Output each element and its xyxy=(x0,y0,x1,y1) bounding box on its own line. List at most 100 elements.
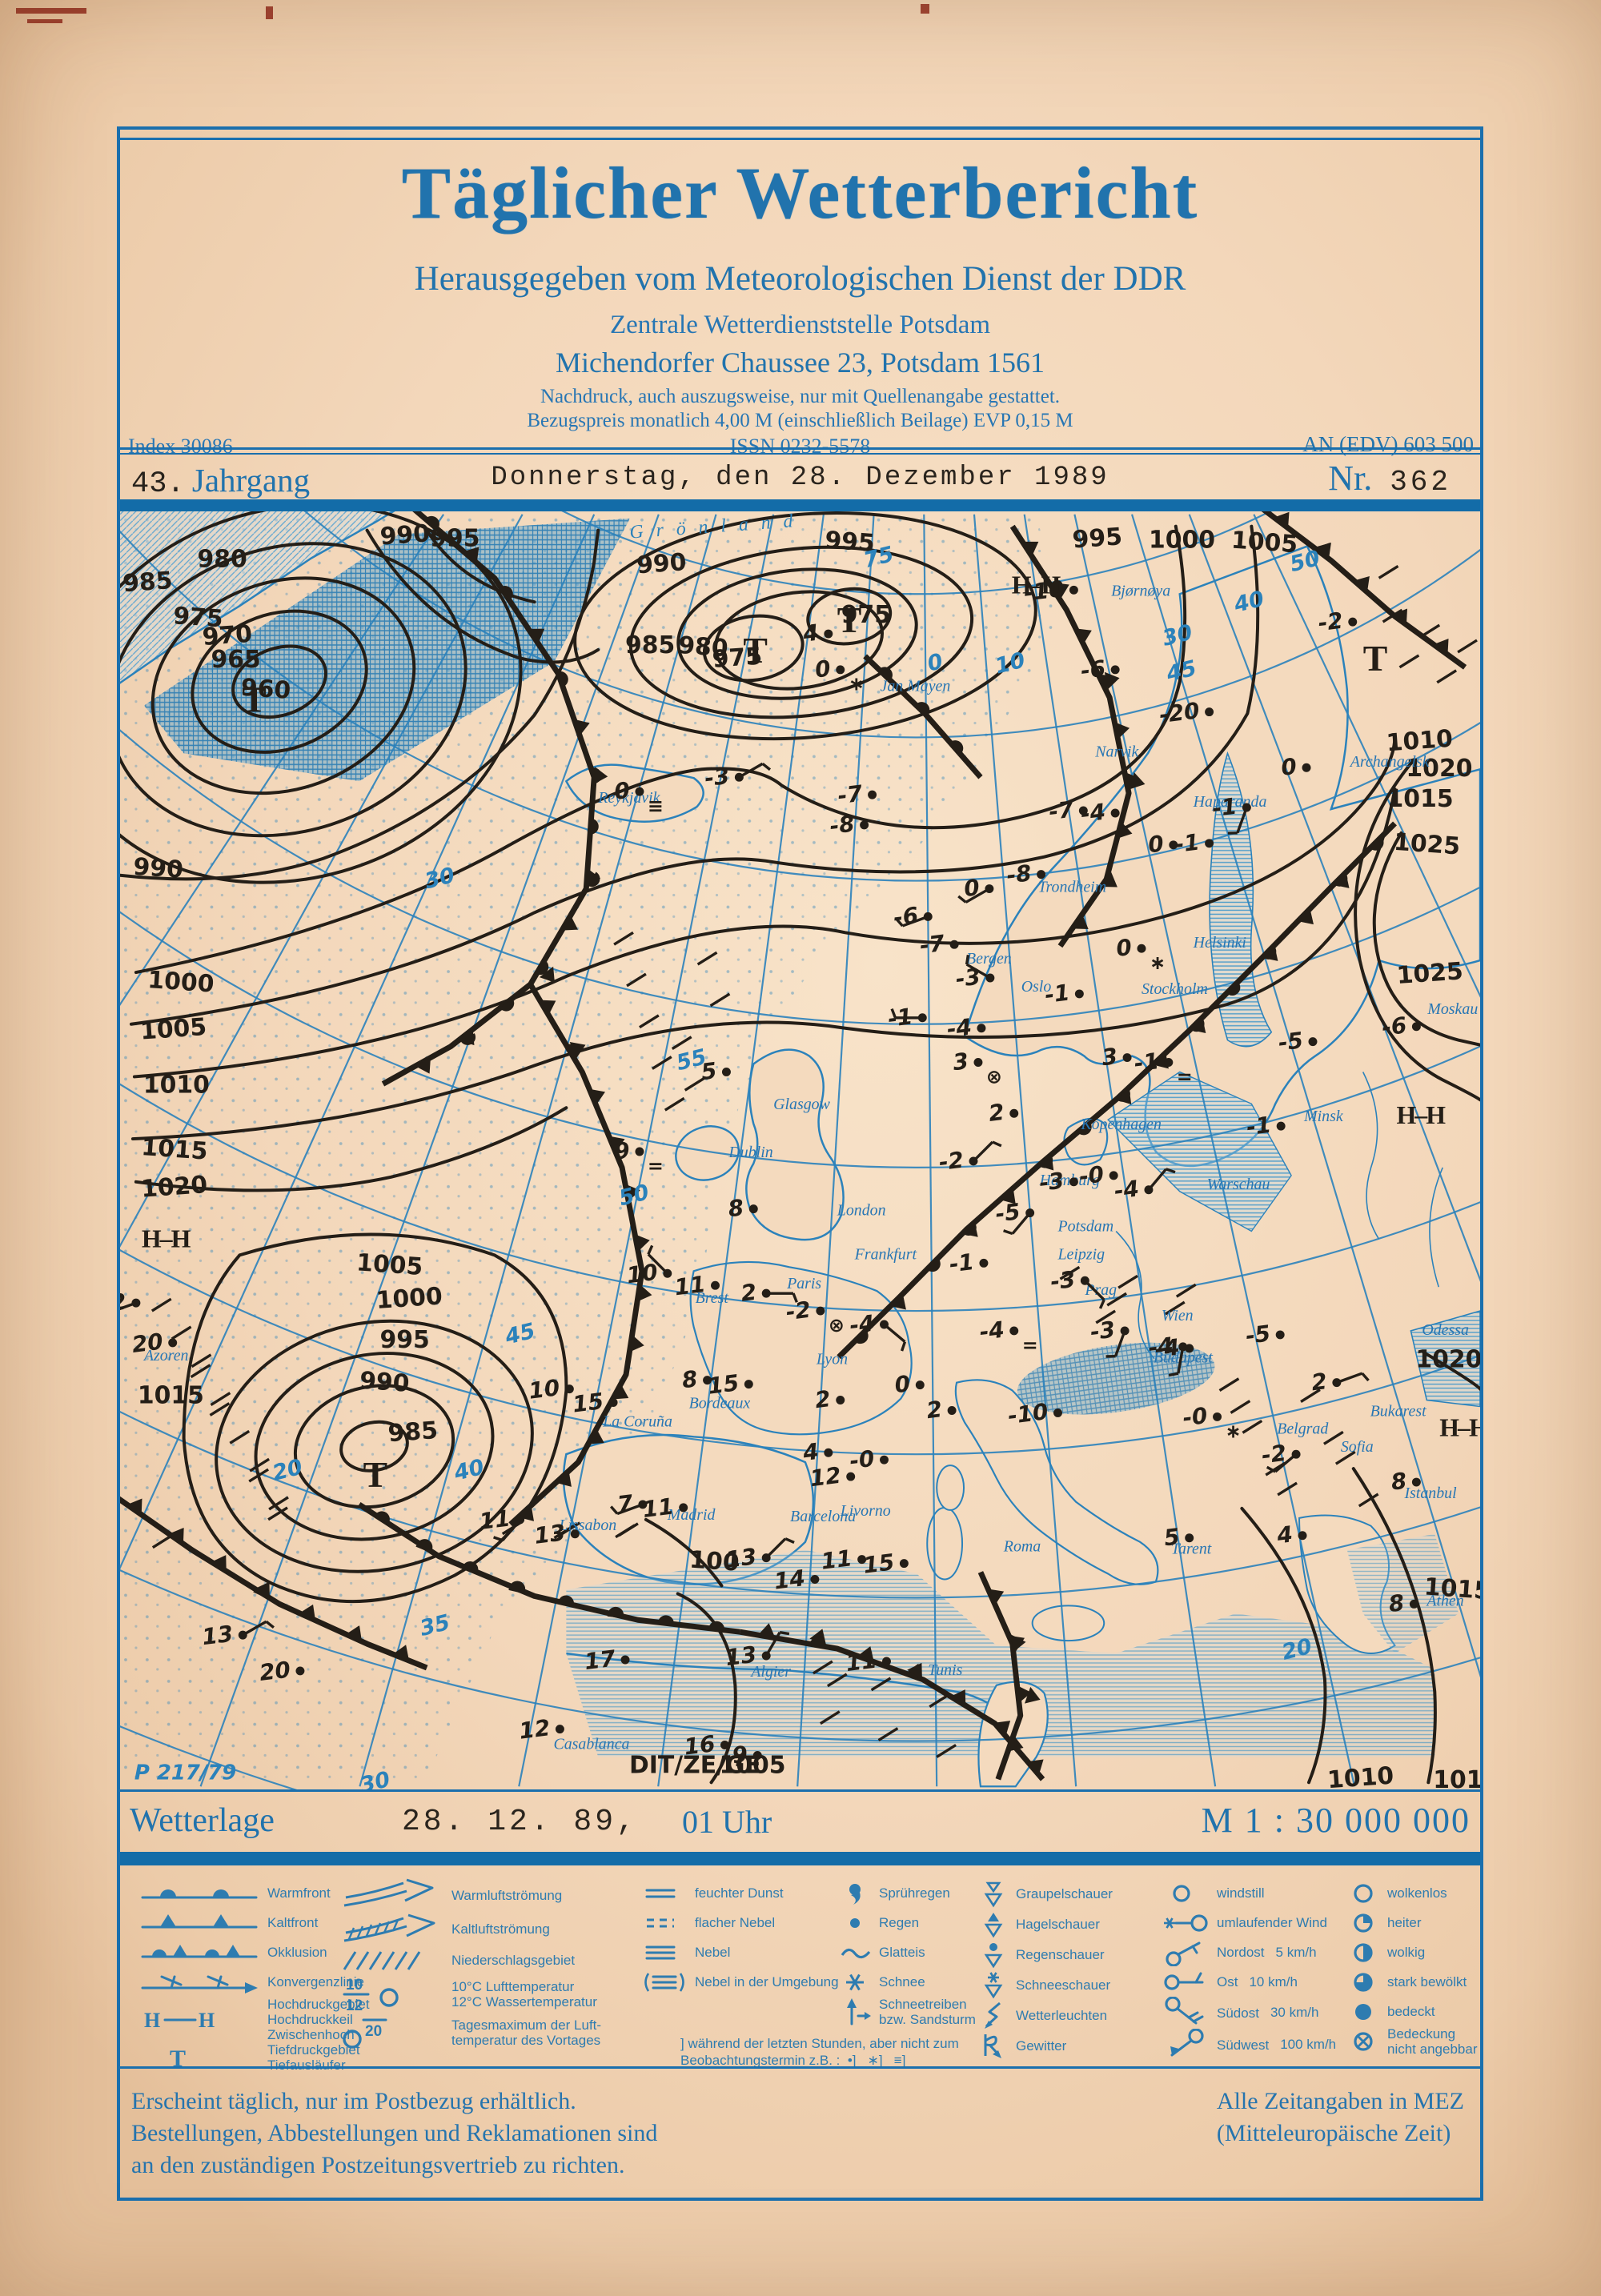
legend-value: 100 km/h xyxy=(1280,2037,1337,2052)
city-label: Bordeaux xyxy=(689,1394,751,1412)
nr-value: 362 xyxy=(1390,466,1451,499)
weather-station: 8 xyxy=(680,1365,712,1393)
city-label: Stockholm xyxy=(1142,980,1208,998)
high-pressure-ridge: H–H xyxy=(1396,1101,1446,1129)
legend-column: Warmfront Kaltfront Okklusion Konvergenzlin… xyxy=(139,1878,370,2073)
legend-item: Niederschlagsgebiet xyxy=(339,1945,601,1975)
weather-station: 2 xyxy=(987,1099,1019,1127)
city-label: Jan Mayen xyxy=(881,678,951,695)
station-temperature: -1 xyxy=(1210,793,1238,823)
isobar-label: 990 xyxy=(132,853,184,884)
legend-value: 30 km/h xyxy=(1270,2005,1319,2020)
weather-station: 15 xyxy=(862,1549,909,1579)
station-temperature: -6 xyxy=(1380,1012,1408,1041)
legend-item: Nebel in der Umgebung xyxy=(639,1967,839,1997)
isobar-label: 1020 xyxy=(140,1171,208,1204)
footer-line: an den zuständigen Postzeitungsvertrieb … xyxy=(131,2152,625,2178)
weather-station: 8 xyxy=(727,1194,758,1222)
legend-item: stark bewölkt xyxy=(1346,1967,1477,1997)
weather-station: 12 xyxy=(809,1462,856,1492)
city-label: Oslo xyxy=(1021,978,1052,996)
rule xyxy=(120,447,1480,450)
weather-station: 0∗ xyxy=(1114,934,1166,974)
footer-line: Erscheint täglich, nur im Postbezug erhä… xyxy=(131,2088,576,2114)
station-temperature: 4 xyxy=(800,619,820,647)
station-temperature: 12 xyxy=(809,1462,843,1492)
legend-label: wolkenlos xyxy=(1387,1885,1447,1901)
city-label: Tarent xyxy=(1171,1541,1212,1558)
isobar-label: 1010 xyxy=(1326,1762,1394,1789)
map-legend: ] während der letzten Stunden, aber nich… xyxy=(120,1865,1480,2073)
station-temperature: 2 xyxy=(987,1099,1005,1127)
isobar-label: 1020 xyxy=(1406,755,1472,783)
station-temperature: 2 xyxy=(813,1385,832,1413)
station-temperature: -2 xyxy=(937,1147,965,1176)
map-annotation: 1005 xyxy=(719,1751,785,1779)
weather-station: 0 xyxy=(893,1370,925,1398)
weather-station: -1 xyxy=(1174,828,1214,858)
station-plots: 40∗-3-7-80≡-10-6-200-2-1-7 -40 -10 -8-6-7-3… xyxy=(120,575,1421,1769)
sh-graupel-icon xyxy=(976,1878,1016,1909)
wx-thunder-icon xyxy=(976,2030,1016,2061)
an-edv: AN (EDV) 603 500 xyxy=(1302,432,1474,456)
station-temperature: 13 xyxy=(724,1543,758,1573)
station-temperature: 4 xyxy=(1275,1521,1294,1549)
weather-station: 10 xyxy=(625,1244,672,1288)
weather-station: 2 xyxy=(813,1385,845,1413)
city-label: Belgrad xyxy=(1277,1420,1328,1437)
edition-date: Donnerstag, den 28. Dezember 1989 xyxy=(491,463,1109,493)
river xyxy=(1115,1230,1155,1360)
legend-label: Nebel in der Umgebung xyxy=(695,1974,839,1989)
weather-station: -5 xyxy=(994,1198,1035,1236)
city-label: Glasgow xyxy=(773,1096,830,1113)
weather-station: 20 xyxy=(258,1657,305,1686)
weather-station: -5 xyxy=(1244,1320,1285,1349)
legend-label: Sprühregen xyxy=(879,1885,950,1901)
baltic-sea xyxy=(1107,1071,1292,1232)
station-temperature: -5 xyxy=(994,1198,1022,1228)
station-temperature: -1 xyxy=(886,1003,914,1032)
city-label: Wien xyxy=(1162,1307,1194,1324)
wx-glaze-icon xyxy=(837,1939,879,1966)
station-weather-symbol: ∗ xyxy=(849,673,865,695)
city-label: Livorno xyxy=(840,1502,891,1520)
legend-item: T Tiefdruckgebiet Tiefausläufer xyxy=(139,2042,370,2073)
station-temperature: -4 xyxy=(1113,1175,1141,1204)
weather-station: 3 xyxy=(1101,1043,1132,1071)
notice-line-1: Nachdruck, auch auszugsweise, nur mit Qu… xyxy=(540,386,1061,407)
volume-number: 43. xyxy=(131,467,185,501)
legend-label: Warmfront xyxy=(267,1885,331,1901)
isobar-label: 1000 xyxy=(1149,527,1215,555)
sym-low-icon: T xyxy=(139,2045,267,2070)
city-label: Minsk xyxy=(1303,1108,1344,1125)
wx-drift-icon xyxy=(837,1997,879,2027)
legend-label: Südost xyxy=(1217,2005,1259,2021)
city-label: Helsinki xyxy=(1193,934,1246,952)
legend-label: bedeckt xyxy=(1387,2004,1435,2019)
station-temperature: 0 xyxy=(612,777,631,805)
isobar-label: 980 xyxy=(677,631,729,663)
weather-station: 2 xyxy=(1310,1368,1370,1396)
weather-station: 13 xyxy=(533,1519,580,1549)
legend-item: Südost 30 km/h xyxy=(1162,1997,1336,2029)
station-temperature: -4 xyxy=(1079,799,1107,828)
legend-label: Bedeckung nicht angebbar xyxy=(1387,2026,1478,2057)
weather-station: -2 xyxy=(1317,607,1358,637)
legend-item: wolkenlos xyxy=(1346,1878,1477,1908)
isobar-label: 975 xyxy=(712,643,764,674)
alps xyxy=(1017,1342,1215,1415)
weather-station: 10 xyxy=(528,1374,574,1404)
rule xyxy=(120,453,1480,455)
station-temperature: 3 xyxy=(951,1048,969,1076)
station-temperature: 8 xyxy=(727,1194,745,1222)
wind-calm-icon xyxy=(1162,1880,1217,1907)
station-temperature: -2 xyxy=(1317,607,1345,637)
high-pressure-ridge: H–H xyxy=(1439,1413,1480,1441)
footer-left: Erscheint täglich, nur im Postbezug erhä… xyxy=(131,2086,657,2182)
legend-item: Regen xyxy=(837,1908,976,1937)
legend-column: windstill umlaufender Wind Nordost 5 km/h Os… xyxy=(1162,1878,1336,2061)
weather-station: 12 xyxy=(518,1714,564,1745)
isobar-label: 1015 xyxy=(1433,1766,1480,1789)
station-temperature: 15 xyxy=(707,1369,741,1399)
rule xyxy=(120,1789,1480,1792)
